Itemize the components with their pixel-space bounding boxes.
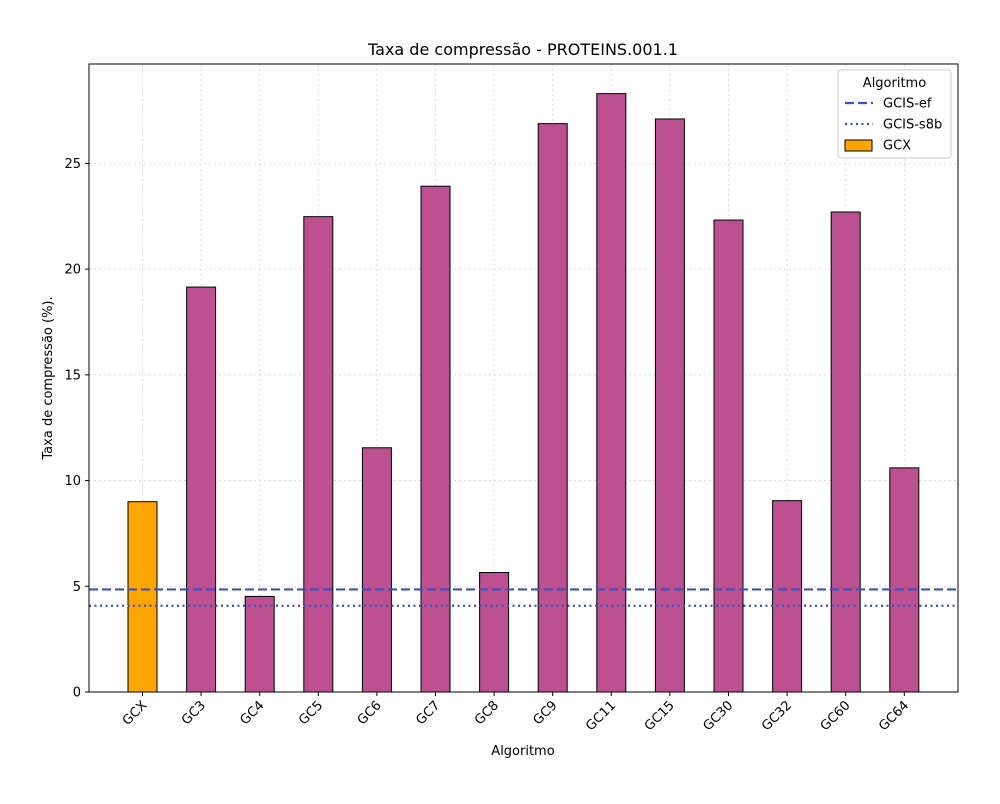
bar-gc9 [537,123,568,693]
x-tick-label: GC4 [238,698,268,728]
bars [127,93,920,693]
y-tick-label: 10 [64,474,81,489]
legend-swatch-gcx [844,139,873,152]
y-axis-label: Taxa de compressão (%). [41,296,56,460]
x-tick-label: GC5 [296,698,326,728]
grid-lines [89,64,958,693]
x-tick-label: GC15 [642,698,678,734]
x-tick-label: GC3 [179,698,209,728]
y-axis-ticks: 0 5 10 15 20 25 [64,157,89,701]
x-tick-label: GC6 [355,698,385,728]
x-axis-ticks: GCX GC3 GC4 GC5 GC6 GC7 GC8 GC9 GC11 GC15 GC30 GC32… [120,692,912,734]
x-tick-label: GC60 [818,698,854,734]
x-tick-label: GC8 [472,698,502,728]
bar-gc64 [889,467,920,693]
chart-title: Taxa de compressão - PROTEINS.001.1 [367,40,678,59]
bar-gc32 [772,500,803,693]
y-tick-label: 15 [64,368,81,383]
legend-label-gcx: GCX [883,139,911,154]
x-tick-label: GC11 [583,698,619,734]
bar-gc11 [596,93,627,693]
bar-gc6 [361,447,392,693]
bar-gcx [127,501,158,693]
legend-label-gcis-ef: GCIS-ef [883,97,932,112]
x-tick-label: GC7 [413,698,443,728]
legend-box [837,69,952,159]
bar-gc3 [186,286,217,693]
y-tick-label: 25 [64,157,81,172]
x-tick-label: GCX [120,698,151,729]
bar-gc8 [479,572,510,693]
y-tick-label: 5 [73,580,81,595]
legend-label-gcis-s8b: GCIS-s8b [883,118,942,133]
y-tick-label: 20 [64,263,81,278]
plot-frame [88,63,959,693]
x-tick-label: GC32 [759,698,795,734]
x-tick-label: GC9 [531,698,561,728]
bar-gc15 [654,118,685,693]
bar-gc30 [713,219,744,693]
y-tick-label: 0 [73,686,81,701]
x-tick-label: GC64 [876,698,912,734]
legend: Algoritmo GCIS-ef GCIS-s8b GCX [837,69,952,159]
x-tick-label: GC30 [700,698,736,734]
x-axis-label: Algoritmo [491,744,554,759]
reference-lines [89,588,958,607]
legend-title: Algoritmo [863,76,926,91]
bar-gc4 [244,595,275,693]
bar-gc7 [420,185,451,693]
bar-gc5 [303,216,334,693]
bar-gc60 [830,211,861,693]
